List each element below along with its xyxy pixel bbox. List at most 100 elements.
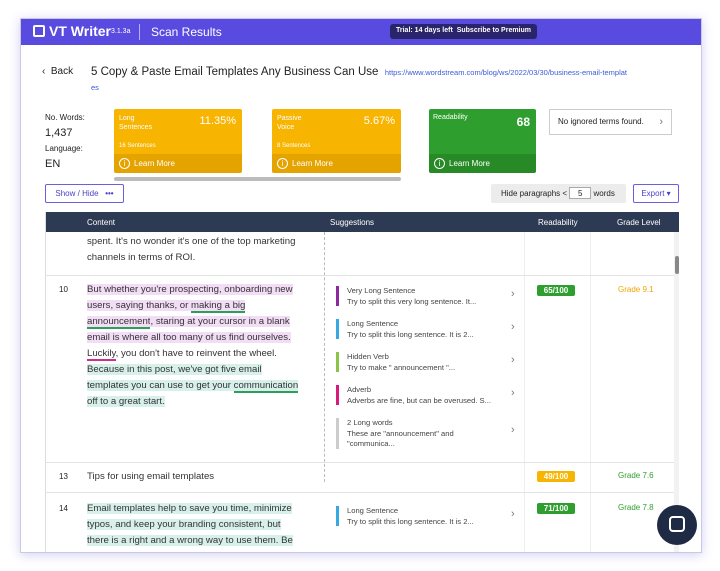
chevron: ›: [511, 354, 515, 366]
learn-more[interactable]: Learn More: [134, 159, 175, 168]
scroll-thumb[interactable]: [675, 256, 679, 274]
info-icon: i: [277, 158, 288, 169]
highlight[interactable]: Luckily: [87, 348, 116, 361]
title: 5 Copy & Paste Email Templates Any Busin…: [91, 66, 379, 78]
metric-card[interactable]: Long Sentences 11.35% 16 Sentences i Lear…: [114, 109, 242, 173]
chevron: ›: [659, 116, 663, 128]
chevron: ›: [511, 321, 515, 333]
card-footer[interactable]: i Learn More: [114, 154, 242, 173]
hide-paragraphs: Hide paragraphs < 5 words: [491, 184, 626, 203]
suggestion[interactable]: Long Sentence Try to split this long sent…: [336, 506, 516, 526]
trial-pill[interactable]: Trial: 14 days left Subscribe to Premium: [390, 24, 537, 39]
card-value: 11.35%: [199, 115, 237, 127]
divider: [139, 24, 140, 40]
card-title: Long Sentences: [119, 115, 153, 131]
row-separator: [46, 462, 674, 463]
url[interactable]: https://www.wordstream.com/blog/ws/2022/…: [91, 68, 628, 92]
subscribe[interactable]: Subscribe to Premium: [456, 27, 531, 34]
chevron: ›: [511, 508, 515, 520]
suggestion[interactable]: 2 Long words These are "announcement" and…: [336, 418, 516, 449]
top-bar: VT Writer 3.1.3a Scan Results Trial: 14 …: [21, 19, 701, 45]
column-divider: [324, 232, 325, 482]
logo: VT Writer: [49, 23, 111, 39]
title-block: 5 Copy & Paste Email Templates Any Busin…: [91, 65, 631, 95]
suggestion[interactable]: Very Long Sentence Try to split this very…: [336, 286, 516, 306]
show-hide: Show / Hide: [55, 189, 99, 198]
chat-icon: [669, 516, 685, 532]
readability-badge: 49/100: [537, 471, 575, 482]
learn-more[interactable]: Learn More: [292, 159, 333, 168]
suggestion-title: Adverb: [347, 385, 372, 394]
ignored-text: No ignored terms found.: [558, 117, 644, 126]
card-count: 16 Sentences: [119, 143, 156, 149]
suggestion-title: Long Sentence: [347, 319, 399, 328]
v-scrollbar[interactable]: [674, 232, 679, 552]
column-divider: [590, 232, 591, 552]
app-window: VT Writer 3.1.3a Scan Results Trial: 14 …: [20, 18, 702, 553]
card-top: Readability 68: [429, 109, 536, 154]
paragraph: Email templates help to save you time, m…: [87, 501, 301, 549]
table-header: Content Suggestions Readability Grade Le…: [46, 212, 679, 232]
metric-card[interactable]: Readability 68 i Learn More: [429, 109, 536, 173]
trial: Trial: 14 days left: [396, 27, 453, 34]
card-top: Passive Voice 5.67% 8 Sentences: [272, 109, 401, 154]
card-title: Passive Voice: [277, 115, 302, 131]
paragraph: But whether you're prospecting, onboardi…: [87, 282, 301, 410]
column-header: Grade Level: [617, 218, 661, 227]
hide-input[interactable]: 5: [569, 187, 592, 199]
metric-card[interactable]: Passive Voice 5.67% 8 Sentences i Learn M…: [272, 109, 401, 173]
paragraph: spent. It's no wonder it's one of the to…: [87, 236, 296, 263]
grade: Grade 7.8: [618, 503, 654, 512]
hide-suffix: words: [593, 189, 615, 198]
card-footer[interactable]: i Learn More: [429, 154, 536, 173]
suggestion-detail: Try to make " announcement "...: [347, 363, 456, 372]
ignored-terms[interactable]: No ignored terms found. ›: [549, 109, 672, 135]
suggestion[interactable]: Adverb Adverbs are fine, but can be overu…: [336, 385, 516, 405]
card-footer[interactable]: i Learn More: [272, 154, 401, 173]
results-table: Content Suggestions Readability Grade Le…: [45, 212, 679, 552]
chevron: ›: [511, 288, 515, 300]
back-link[interactable]: ‹ Back: [42, 66, 74, 77]
hide-prefix: Hide paragraphs <: [501, 189, 568, 198]
row-number: 14: [59, 504, 68, 513]
words-label: No. Words:: [45, 113, 85, 122]
export-button[interactable]: Export ▾: [633, 184, 679, 203]
readability-badge: 71/100: [537, 503, 575, 514]
page-name: Scan Results: [151, 25, 222, 39]
column-divider: [524, 232, 525, 552]
suggestion-detail: Try to split this long sentence. It is 2…: [347, 330, 474, 339]
highlight[interactable]: communication: [233, 380, 299, 393]
card-top: Long Sentences 11.35% 16 Sentences: [114, 109, 242, 154]
learn-more[interactable]: Learn More: [449, 159, 490, 168]
highlight[interactable]: Email templates help to save you time, m…: [87, 503, 293, 546]
paragraph: Tips for using email templates: [87, 471, 215, 482]
suggestion-title: 2 Long words: [347, 418, 393, 427]
suggestion-title: Hidden Verb: [347, 352, 389, 361]
card-title: Readability: [433, 114, 468, 121]
show-hide-button[interactable]: Show / Hide •••: [45, 184, 124, 203]
card-value: 68: [516, 115, 530, 129]
highlight[interactable]: off to a great start.: [87, 396, 165, 407]
card-value: 5.67%: [363, 115, 395, 127]
column-header: Content: [87, 218, 116, 227]
language-label: Language:: [45, 144, 83, 153]
highlight[interactable]: But whether you're prospecting, onboardi…: [87, 284, 293, 311]
column-header: Readability: [538, 218, 578, 227]
chat-button[interactable]: [657, 505, 697, 545]
export: Export: [641, 189, 665, 198]
words: 1,437: [45, 127, 73, 139]
suggestion[interactable]: Long Sentence Try to split this long sent…: [336, 319, 516, 339]
info-icon: i: [434, 158, 445, 169]
chevron: ›: [511, 387, 515, 399]
column-header: Suggestions: [330, 218, 375, 227]
row-separator: [46, 275, 674, 276]
logo-icon: [33, 25, 45, 37]
back[interactable]: Back: [50, 66, 74, 77]
grade: Grade 9.1: [618, 285, 654, 294]
suggestion-detail: Adverbs are fine, but can be overused. S…: [347, 396, 491, 405]
suggestion[interactable]: Hidden Verb Try to make " announcement ".…: [336, 352, 516, 372]
suggestion-detail: These are "announcement" and "communica.…: [347, 429, 454, 448]
h-scrollbar[interactable]: [114, 177, 401, 181]
version: 3.1.3a: [111, 28, 131, 35]
